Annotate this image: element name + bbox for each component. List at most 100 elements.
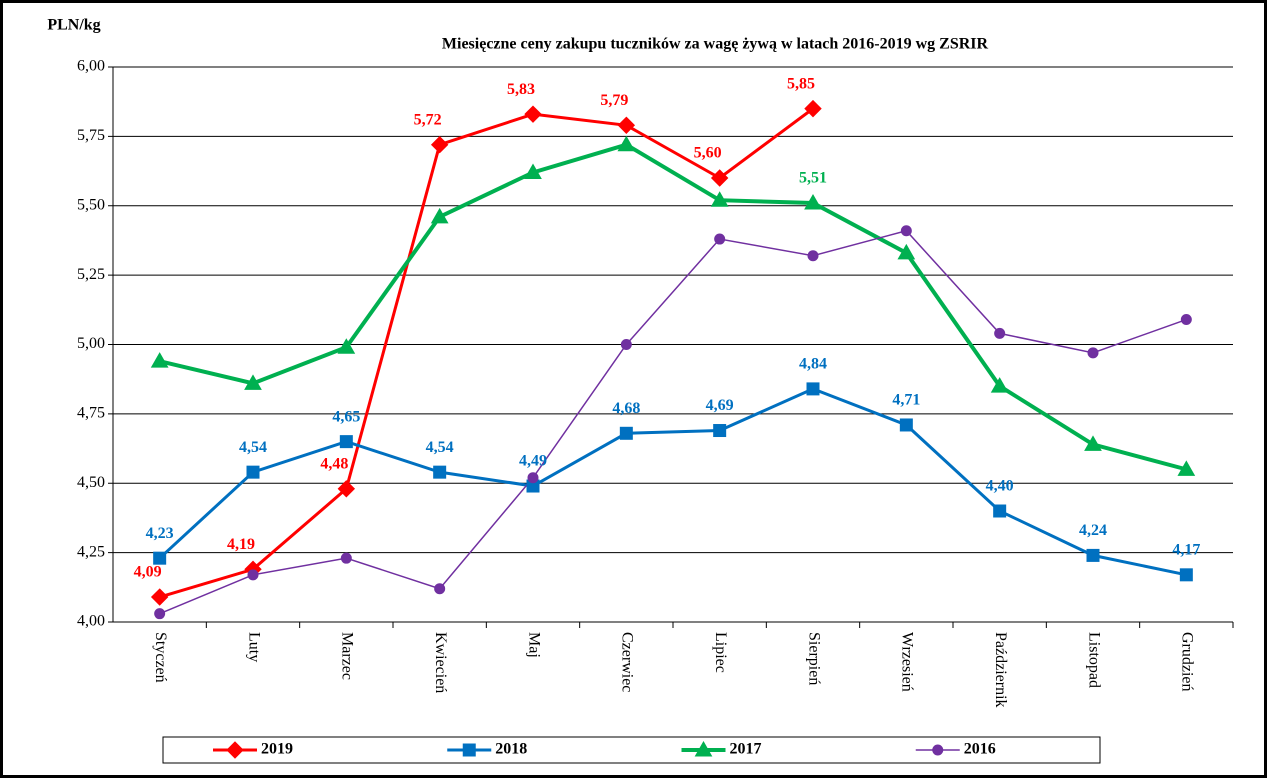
marker [430,135,449,154]
marker [462,743,476,757]
data-label: 5,72 [414,111,442,128]
marker [1087,347,1099,359]
marker [150,588,169,606]
data-label: 4,49 [519,453,547,470]
data-label: 4,24 [1079,522,1107,539]
data-label: 4,40 [986,478,1014,495]
data-label: 5,60 [694,145,722,162]
marker [154,608,166,620]
marker [710,191,729,207]
marker [527,472,539,484]
marker [710,169,729,187]
y-tick-label: 4,25 [77,543,105,560]
data-label: 4,69 [706,397,734,414]
marker [337,338,356,354]
x-tick-label: Styczeń [152,632,169,683]
x-tick-label: Lipiec [712,632,729,673]
data-label: 5,79 [600,92,628,109]
marker [804,99,822,118]
data-label: 4,17 [1172,541,1200,558]
data-label: 4,19 [227,536,255,553]
series-line [159,107,814,599]
marker [897,243,916,260]
marker [900,225,912,237]
x-tick-label: Marzec [339,632,356,680]
marker [620,339,632,350]
data-label: 4,48 [320,455,348,472]
y-tick-label: 4,75 [77,405,105,422]
marker [694,740,713,757]
x-tick-label: Wrzesień [899,632,916,692]
y-tick-label: 5,25 [77,266,105,283]
data-label: 4,68 [612,400,640,417]
marker [1180,314,1192,326]
data-label: 4,71 [892,392,920,409]
x-tick-label: Listopad [1085,632,1102,688]
marker [150,352,169,368]
marker [247,569,259,581]
data-label: 4,54 [426,439,454,456]
marker [993,504,1007,518]
marker [524,163,542,179]
marker [226,741,244,759]
marker [153,551,167,565]
series-line [159,142,1187,472]
x-tick-label: Maj [525,632,542,658]
y-tick-label: 5,75 [77,127,105,144]
data-label: 4,54 [239,439,267,456]
marker [994,327,1006,339]
marker [244,374,262,390]
x-tick-label: Październik [992,632,1009,708]
y-axis-label: PLN/kg [47,17,100,34]
legend-label: 2019 [261,741,293,758]
marker [932,744,944,756]
x-tick-label: Sierpień [805,632,822,685]
legend-label: 2018 [495,741,527,758]
x-tick-label: Kwiecień [432,632,449,693]
y-tick-label: 6,00 [77,58,105,75]
data-label: 4,65 [332,408,360,425]
data-label: 5,85 [787,75,815,92]
data-label: 4,84 [799,356,827,373]
marker [337,480,356,498]
series-line [159,229,1187,615]
marker [806,382,820,396]
series-line [158,387,1187,577]
marker [804,193,822,210]
marker [433,465,447,479]
marker [713,424,727,438]
x-tick-label: Grudzień [1179,632,1196,692]
marker [899,418,913,432]
marker [619,426,633,440]
marker [339,435,353,449]
data-label: 4,23 [146,525,174,542]
y-tick-label: 4,50 [77,474,105,491]
marker [617,116,636,134]
chart-title: Miesięczne ceny zakupu tuczników za wagę… [442,36,989,53]
marker [807,250,819,262]
legend-label: 2017 [730,741,762,758]
data-label: 5,83 [507,81,535,98]
marker [524,105,542,123]
marker [714,233,726,245]
data-label: 5,51 [799,170,827,187]
marker [990,377,1009,393]
marker [430,207,449,224]
x-tick-label: Luty [245,632,262,662]
marker [1177,460,1196,476]
x-tick-label: Czerwiec [619,632,636,692]
y-tick-label: 5,50 [77,196,105,213]
data-label: 4,09 [134,564,162,581]
y-tick-label: 5,00 [77,335,105,352]
marker [1086,548,1100,562]
marker [434,583,446,595]
legend-label: 2016 [964,741,996,758]
marker [617,135,636,152]
marker [1084,435,1102,451]
y-tick-label: 4,00 [77,613,105,630]
marker [1179,568,1193,582]
marker [246,465,260,479]
marker [340,552,352,564]
